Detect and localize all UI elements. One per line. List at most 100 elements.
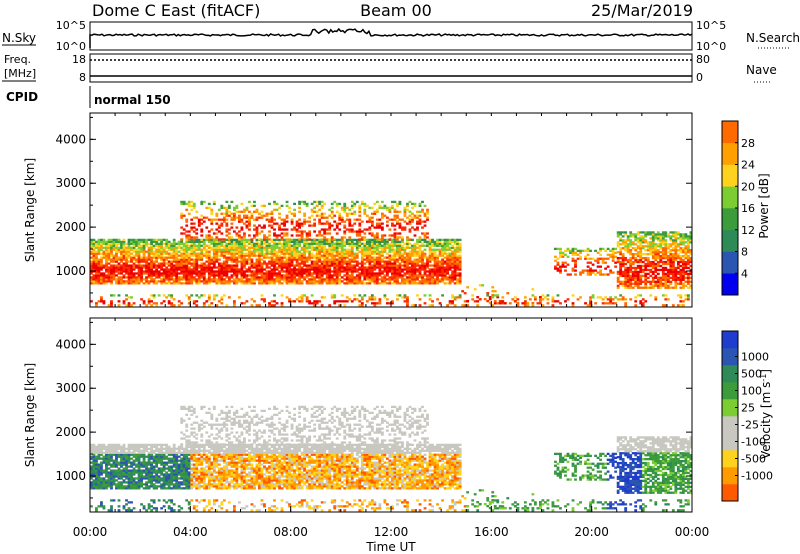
power-cell	[401, 240, 404, 243]
power-cell	[586, 249, 590, 252]
power-cell	[684, 298, 688, 301]
power-cell	[177, 246, 181, 249]
power-cell	[641, 274, 645, 278]
power-cell	[192, 216, 196, 219]
power-cell	[250, 214, 254, 217]
power-cell	[569, 273, 572, 276]
power-cell	[172, 244, 176, 247]
power-cell	[227, 252, 231, 255]
power-cell	[641, 247, 645, 250]
power-cell	[270, 224, 274, 227]
power-cell	[441, 264, 444, 267]
power-cell	[626, 235, 630, 238]
power-cell	[313, 302, 317, 305]
power-cell	[631, 243, 635, 246]
power-cell	[451, 276, 455, 279]
power-cell	[401, 254, 404, 257]
power-cell	[363, 268, 367, 271]
power-cell	[288, 266, 291, 269]
power-cell	[383, 264, 387, 267]
power-cell	[413, 204, 417, 208]
power-cell	[222, 212, 226, 215]
power-cell	[288, 254, 291, 257]
power-cell	[641, 241, 645, 244]
power-cell	[232, 266, 236, 269]
power-cell	[345, 242, 349, 245]
power-cell	[270, 304, 274, 307]
power-cell	[636, 247, 640, 250]
power-cell	[453, 276, 457, 279]
power-cell	[298, 262, 301, 265]
power-cell	[401, 256, 404, 259]
power-cell	[684, 272, 688, 276]
power-cell	[676, 276, 680, 279]
power-cell	[619, 294, 623, 297]
power-cell	[639, 249, 643, 252]
power-cell	[385, 302, 389, 305]
power-cell	[448, 254, 452, 257]
power-cell	[130, 282, 133, 285]
power-cell	[446, 262, 449, 265]
power-cell	[310, 238, 314, 242]
power-cell	[686, 258, 690, 262]
power-cell	[192, 260, 196, 263]
power-cell	[120, 264, 123, 267]
power-cell	[120, 278, 123, 281]
power-cell	[100, 266, 103, 269]
power-cell	[150, 242, 154, 245]
power-cell	[280, 252, 284, 255]
power-cell	[240, 274, 244, 277]
power-cell	[340, 248, 344, 251]
power-cell	[614, 302, 618, 305]
power-cell	[403, 242, 407, 245]
power-cell	[263, 272, 266, 275]
power-cell	[227, 242, 231, 245]
power-cell	[689, 231, 693, 234]
power-cell	[413, 280, 417, 283]
power-cell	[396, 278, 399, 281]
power-cell	[305, 202, 309, 206]
power-cell	[340, 216, 344, 219]
power-cell	[212, 232, 216, 235]
power-cell	[385, 264, 389, 267]
power-cell	[210, 222, 214, 225]
power-cell	[621, 282, 625, 285]
power-cell	[273, 252, 276, 255]
power-cell	[212, 274, 216, 277]
power-cell	[323, 236, 327, 239]
power-cell	[305, 248, 309, 251]
power-cell	[388, 266, 392, 269]
power-cell	[215, 258, 219, 261]
power-cell	[258, 258, 261, 261]
power-cell	[157, 274, 161, 277]
power-cell	[408, 228, 412, 231]
power-cell	[167, 280, 171, 283]
power-cell	[167, 260, 171, 263]
power-cell	[654, 254, 658, 258]
power-cell	[110, 246, 113, 249]
power-cell	[295, 270, 299, 273]
power-cell	[305, 300, 309, 303]
power-cell	[353, 202, 357, 206]
power-cell	[383, 294, 387, 297]
power-cell	[368, 274, 372, 277]
power-cell	[448, 282, 452, 285]
power-cell	[112, 276, 116, 279]
power-cell	[190, 228, 194, 231]
power-cell	[385, 278, 389, 281]
power-cell	[679, 256, 683, 260]
power-cell	[343, 248, 347, 251]
power-cell	[190, 276, 194, 279]
power-cell	[220, 204, 224, 208]
power-cell	[649, 280, 653, 283]
power-cell	[195, 274, 199, 277]
velocity-cell	[100, 449, 103, 452]
velocity-cell	[97, 443, 101, 447]
power-cell	[270, 256, 274, 259]
power-cell	[431, 244, 434, 247]
power-cell	[335, 246, 339, 249]
power-cell	[370, 268, 374, 271]
power-cell	[295, 228, 299, 231]
power-cell	[175, 272, 179, 275]
power-cell	[629, 286, 633, 289]
